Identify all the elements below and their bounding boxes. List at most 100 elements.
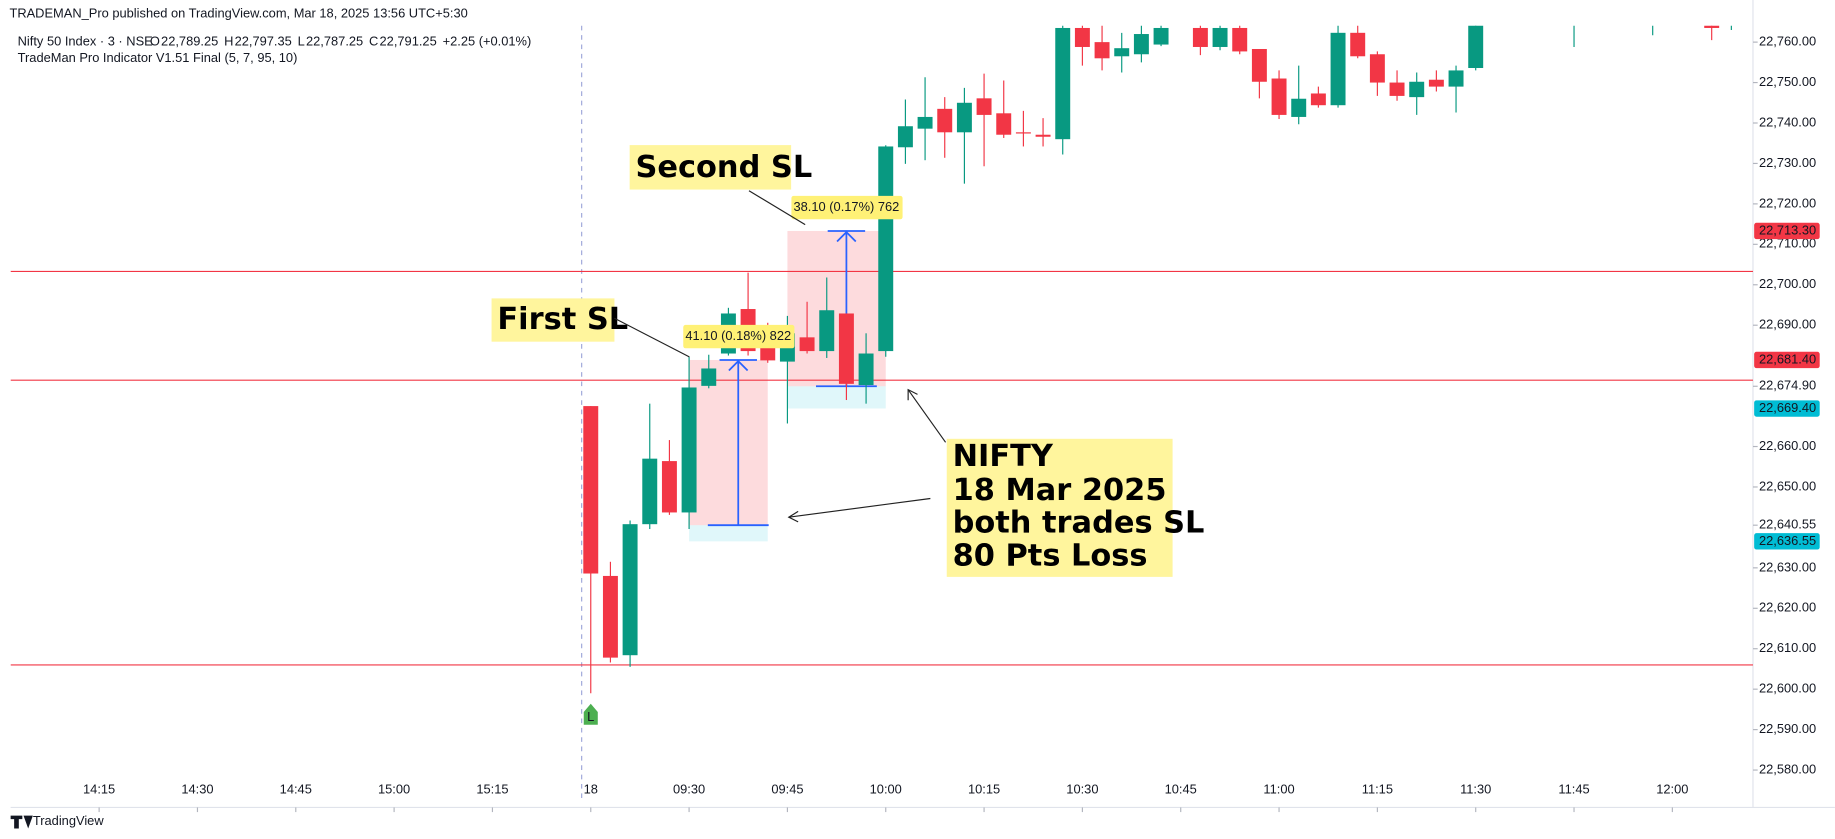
- ohlc-key: O: [150, 34, 160, 49]
- candle-body: [1409, 81, 1425, 98]
- ohlc-key: H: [224, 34, 233, 49]
- x-tick-label: 14:30: [181, 781, 213, 796]
- x-tick-label: 12:00: [1656, 781, 1688, 796]
- y-tick-label: 22,700.00: [1759, 276, 1816, 291]
- measure-label: 41.10 (0.18%) 822: [685, 328, 791, 343]
- measure-arrow: [728, 359, 749, 372]
- y-tick-label: 22,600.00: [1759, 681, 1816, 696]
- candle-body: [1468, 25, 1484, 69]
- y-tick-label: 22,580.00: [1759, 761, 1816, 776]
- x-tick-label: 14:15: [83, 781, 115, 796]
- candle-body: [976, 98, 992, 115]
- y-tick-label: 22,620.00: [1759, 600, 1816, 615]
- candle-body: [1015, 132, 1031, 134]
- y-tick-label: 22,610.00: [1759, 640, 1816, 655]
- ohlc-change: +2.25 (+0.01%): [443, 34, 532, 49]
- candle-body: [1094, 42, 1110, 59]
- ohlc-key: C: [369, 34, 378, 49]
- candle-body: [622, 524, 638, 656]
- price-label: 22,669.40: [1759, 400, 1816, 415]
- candle-body: [1212, 27, 1228, 47]
- price-label: 22,681.40: [1759, 351, 1816, 366]
- y-tick-label: 22,720.00: [1759, 195, 1816, 210]
- price-label: 22,713.30: [1759, 222, 1816, 237]
- summary-line: both trades SL: [953, 506, 1205, 541]
- signal-label: L: [587, 709, 594, 724]
- plot-area: [10, 25, 1753, 694]
- candle-body: [1251, 48, 1267, 82]
- candle-body: [799, 337, 815, 352]
- candle-body: [1428, 79, 1444, 87]
- x-tick-label: 11:30: [1460, 781, 1491, 796]
- candle-body: [996, 113, 1012, 135]
- callout-box: [491, 298, 615, 342]
- ohlc-value: 22,791.25: [380, 34, 437, 49]
- x-tick-label: 10:15: [968, 781, 1000, 796]
- y-tick-label: 22,660.00: [1759, 438, 1816, 453]
- candle-body: [917, 116, 933, 129]
- candle-body: [1232, 27, 1248, 52]
- x-tick-label: 15:15: [476, 781, 508, 796]
- y-tick-label: 22,760.00: [1759, 34, 1816, 49]
- ohlc-value: 22,787.25: [306, 34, 363, 49]
- x-tick-label: 10:30: [1066, 781, 1098, 796]
- candle-body: [1133, 34, 1149, 55]
- candle-body: [1035, 134, 1051, 137]
- ohlc-value: 22,789.25: [161, 34, 218, 49]
- measure-arrow: [836, 230, 857, 243]
- price-label: 22,674.90: [1759, 378, 1816, 393]
- candle-body: [1055, 27, 1071, 140]
- candle-body: [1330, 32, 1346, 106]
- measure-label-box: [791, 195, 903, 220]
- attribution: TRADEMAN_Pro published on TradingView.co…: [9, 5, 467, 20]
- callout-second-sl: Second SL: [635, 150, 812, 185]
- x-tick-label: 11:15: [1362, 781, 1393, 796]
- candle-body: [583, 406, 599, 574]
- y-tick-label: 22,730.00: [1759, 155, 1816, 170]
- summary-line: 80 Pts Loss: [953, 538, 1148, 573]
- target-zone: [787, 386, 886, 409]
- symbol: Nifty 50 Index · 3 · NSE: [18, 34, 153, 49]
- target-zone: [689, 525, 768, 542]
- callout-first-sl: First SL: [497, 302, 628, 337]
- candle-body: [681, 387, 697, 513]
- candle-body: [701, 368, 717, 386]
- tv-logo: [10, 815, 33, 829]
- candle-body: [1704, 25, 1720, 28]
- candle-body: [838, 313, 854, 384]
- loss-zone: [689, 359, 768, 526]
- price-label: 22,640.55: [1759, 517, 1816, 532]
- y-tick-label: 22,710.00: [1759, 236, 1816, 251]
- measure-label: 38.10 (0.17%) 762: [794, 199, 900, 214]
- y-tick-label: 22,740.00: [1759, 114, 1816, 129]
- candle-body: [878, 146, 894, 352]
- candle-body: [956, 102, 972, 133]
- price-label-box: [1754, 400, 1820, 417]
- price-label-box: [1754, 351, 1820, 369]
- x-tick-label: 18: [584, 781, 598, 796]
- candle-body: [602, 575, 618, 658]
- y-tick-label: 22,650.00: [1759, 478, 1816, 493]
- price-label: 22,636.55: [1759, 533, 1816, 548]
- footer: TradingView: [33, 813, 104, 828]
- candle-body: [1448, 70, 1464, 87]
- x-tick-label: 10:00: [870, 781, 902, 796]
- price-label-box: [1754, 222, 1820, 240]
- signal-marker: [583, 703, 598, 725]
- y-tick-label: 22,690.00: [1759, 317, 1816, 332]
- summary-line: 18 Mar 2025: [953, 473, 1167, 508]
- ohlc-key: L: [298, 34, 305, 49]
- x-tick-label: 11:45: [1558, 781, 1589, 796]
- pointer: [907, 389, 947, 443]
- candle-body: [1114, 48, 1130, 57]
- pointer: [748, 190, 806, 226]
- indicator-name: TradeMan Pro Indicator V1.51 Final (5, 7…: [18, 50, 298, 65]
- candle-body: [1153, 27, 1169, 45]
- candle-body: [1192, 27, 1208, 47]
- y-tick-label: 22,630.00: [1759, 559, 1816, 574]
- ohlc-legend: O 22,789.25 H 22,797.35 L 22,787.25 C 22,791.25…: [150, 34, 531, 49]
- candle-body: [819, 310, 835, 352]
- plot-layer: 22,580.00 22,590.00 22,600.00 22,610.00 22,6…: [10, 25, 1820, 813]
